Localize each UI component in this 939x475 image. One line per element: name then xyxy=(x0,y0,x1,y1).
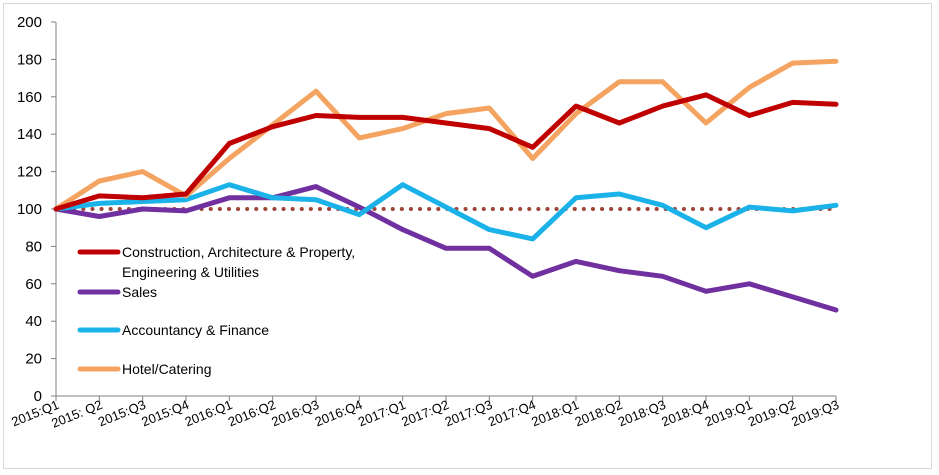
legend-label: Construction, Architecture & Property, En… xyxy=(122,244,355,280)
y-tick-label: 20 xyxy=(25,351,42,368)
x-tick-label: 2016:Q4 xyxy=(313,397,365,430)
x-tick-label: 2017:Q1 xyxy=(356,397,408,430)
y-tick-label: 80 xyxy=(25,238,42,255)
legend: Construction, Architecture & Property, En… xyxy=(77,244,355,377)
x-tick-label: 2018:Q3 xyxy=(616,397,668,430)
x-tick-label: 2016:Q1 xyxy=(183,397,235,430)
x-tick-label: 2018:Q4 xyxy=(659,397,711,430)
legend-label: Accountancy & Finance xyxy=(122,322,269,338)
y-tick-label: 0 xyxy=(34,388,42,405)
x-tick-label: 2015:Q4 xyxy=(139,397,191,430)
y-tick-label: 120 xyxy=(17,164,42,181)
x-tick-label: 2016:Q3 xyxy=(269,397,321,430)
series-line xyxy=(53,58,839,212)
series-line xyxy=(53,182,839,242)
x-tick-label: 2015:Q3 xyxy=(96,397,148,430)
x-tick-label: 2019:Q1 xyxy=(703,397,755,430)
y-tick-label: 180 xyxy=(17,51,42,68)
legend-label: Sales xyxy=(122,284,157,300)
series-layer xyxy=(53,58,839,313)
x-tick-label: 2017:Q3 xyxy=(443,397,495,430)
x-tick-label: 2018:Q1 xyxy=(529,397,581,430)
x-tick-label: 2019:Q3 xyxy=(789,397,841,430)
y-tick-label: 60 xyxy=(25,276,42,293)
y-tick-label: 40 xyxy=(25,313,42,330)
x-tick-label: 2017:Q4 xyxy=(486,397,538,430)
chart-frame xyxy=(3,3,932,469)
series-line xyxy=(53,92,839,212)
series-line xyxy=(53,184,839,313)
y-tick-label: 140 xyxy=(17,126,42,143)
x-tick-label: 2017:Q2 xyxy=(399,397,451,430)
x-tick-label: 2019:Q2 xyxy=(746,397,798,430)
y-tick-label: 100 xyxy=(17,201,42,218)
x-tick-label: 2018:Q2 xyxy=(573,397,625,430)
x-tick-label: 2016:Q2 xyxy=(226,397,278,430)
y-tick-label: 200 xyxy=(17,14,42,31)
legend-label: Hotel/Catering xyxy=(122,361,212,377)
y-tick-label: 160 xyxy=(17,89,42,106)
